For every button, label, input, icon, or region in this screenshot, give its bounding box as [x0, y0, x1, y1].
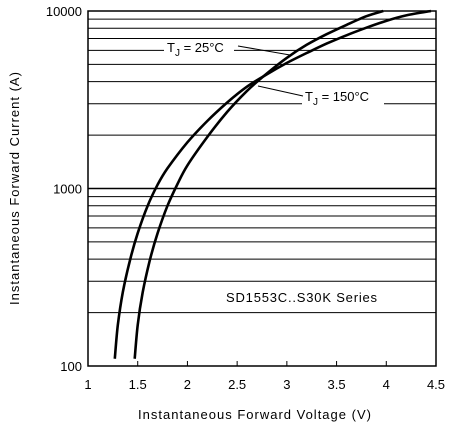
annotation-tj-150c: TJ = 150°C	[305, 89, 369, 108]
y-tick-label: 10000	[46, 4, 82, 19]
annotation-leader-25c	[237, 45, 291, 56]
x-tick-label: 4	[383, 377, 390, 392]
x-tick-label: 2	[184, 377, 191, 392]
series-note: SD1553C..S30K Series	[226, 290, 378, 305]
curve-tj-150c	[113, 9, 432, 359]
annotation-leader-150c	[257, 85, 304, 97]
y-tick-label: 100	[60, 359, 82, 374]
x-tick-label: 2.5	[228, 377, 246, 392]
x-tick-label: 3.5	[328, 377, 346, 392]
curves	[113, 9, 432, 359]
y-tick-label: 1000	[53, 182, 82, 197]
x-tick-label: 4.5	[427, 377, 445, 392]
x-tick-label: 3	[283, 377, 290, 392]
annotation-tj-150c-bg	[302, 88, 384, 106]
annotations: TJ = 25°C TJ = 150°C SD1553C..S30K Series	[164, 39, 392, 306]
y-axis-ticks: 100 1000 10000	[46, 4, 82, 374]
curve-tj-25c	[133, 9, 384, 359]
plot-frame	[87, 10, 437, 367]
x-axis-ticks: 1 1.5 2 2.5 3 3.5 4 4.5	[84, 361, 445, 392]
y-axis-label: Instantaneous Forward Current (A)	[7, 71, 22, 305]
grid-lines	[88, 18, 436, 314]
annotation-tj-25c-bg	[164, 39, 234, 57]
annotation-tj-25c: TJ = 25°C	[167, 40, 224, 59]
x-axis-label: Instantaneous Forward Voltage (V)	[138, 407, 372, 422]
x-tick-label: 1.5	[129, 377, 147, 392]
x-tick-label: 1	[84, 377, 91, 392]
series-note-bg	[222, 286, 392, 306]
